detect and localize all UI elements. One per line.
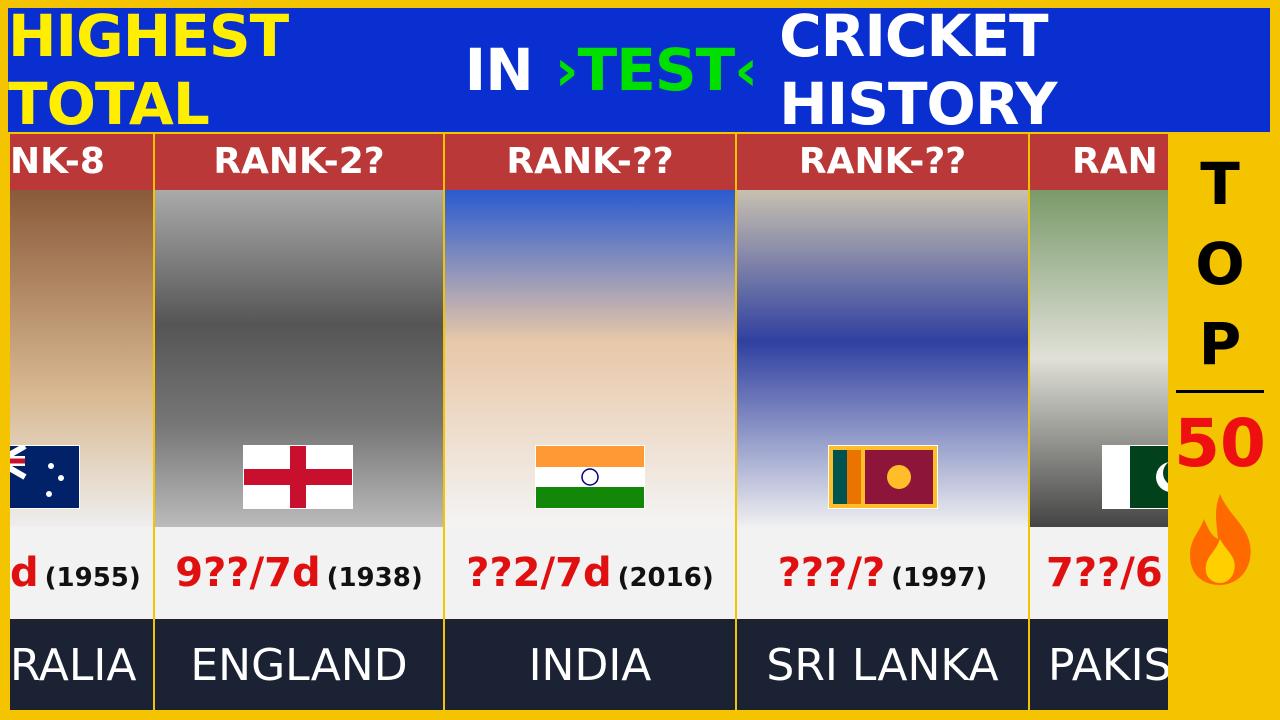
- year: (1938): [326, 563, 423, 593]
- side-letter: P: [1198, 310, 1242, 378]
- score-band: d (1955): [10, 527, 153, 619]
- rank: RAN: [1030, 134, 1168, 190]
- score-band: 7??/6: [1030, 527, 1168, 619]
- title-part: HIGHEST TOTAL: [8, 2, 289, 138]
- flag: [1102, 445, 1168, 509]
- score: d: [10, 550, 39, 596]
- year: (2016): [617, 563, 714, 593]
- score: ???/?: [777, 550, 886, 596]
- title-part: IN: [464, 36, 534, 104]
- flag: [10, 445, 80, 509]
- country: SRI LANKA: [737, 621, 1028, 710]
- side-panel: T O P 50: [1170, 134, 1270, 710]
- side-number: 50: [1174, 405, 1266, 482]
- rank: RANK-??: [737, 134, 1028, 190]
- score: ??2/7d: [466, 550, 612, 596]
- flag: [535, 445, 645, 509]
- card: RANK-2? 9??/7d (1938) ENGLAND: [155, 134, 443, 710]
- fire-icon: [1190, 494, 1251, 585]
- rank: RANK-??: [445, 134, 735, 190]
- side-letter: T: [1200, 150, 1240, 218]
- score-band: ???/? (1997): [737, 527, 1028, 619]
- title-part: ›TEST‹: [554, 36, 758, 104]
- card: NK-8 d (1955) RALIA: [10, 134, 153, 710]
- score-band: 9??/7d (1938): [155, 527, 443, 619]
- country: PAKIS: [1030, 621, 1168, 710]
- title-part: CRICKET HISTORY: [779, 2, 1057, 138]
- title-bar: HIGHEST TOTAL IN ›TEST‹ CRICKET HISTORY: [8, 2, 1270, 138]
- flag: [828, 445, 938, 509]
- divider: [1176, 390, 1264, 393]
- country: ENGLAND: [155, 621, 443, 710]
- card: RANK-?? ???/? (1997) SRI LANKA: [737, 134, 1028, 710]
- card: RANK-?? ??2/7d (2016) INDIA: [445, 134, 735, 710]
- country: INDIA: [445, 621, 735, 710]
- side-letter: O: [1195, 230, 1245, 298]
- score: 7??/6: [1046, 550, 1163, 596]
- rank: RANK-2?: [155, 134, 443, 190]
- score-band: ??2/7d (2016): [445, 527, 735, 619]
- rank: NK-8: [10, 134, 153, 190]
- score: 9??/7d: [175, 550, 321, 596]
- flag: [243, 445, 353, 509]
- country: RALIA: [10, 621, 153, 710]
- card: RAN 7??/6 PAKIS: [1030, 134, 1168, 710]
- year: (1955): [44, 563, 141, 593]
- year: (1997): [891, 563, 988, 593]
